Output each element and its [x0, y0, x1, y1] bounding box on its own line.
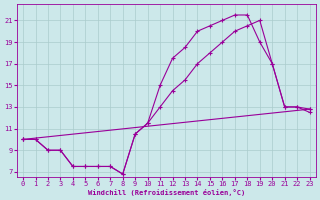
X-axis label: Windchill (Refroidissement éolien,°C): Windchill (Refroidissement éolien,°C)	[88, 189, 245, 196]
